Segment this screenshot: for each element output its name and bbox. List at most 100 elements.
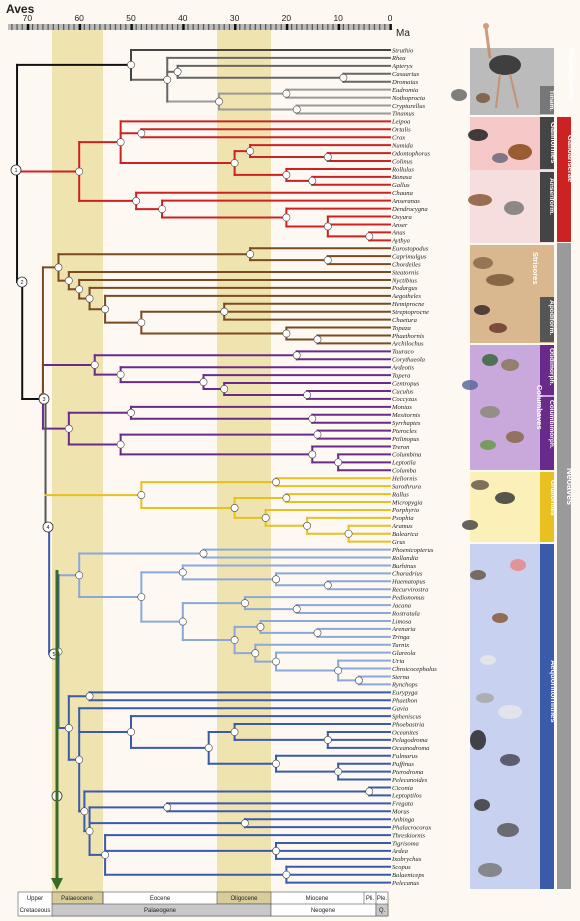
node-marker <box>323 256 332 265</box>
epoch-oligocene: Oligocene <box>230 896 258 902</box>
node-marker <box>64 424 73 433</box>
taxon-label: Anser <box>391 222 408 229</box>
taxon-label: Gavia <box>392 705 409 712</box>
node-marker <box>323 581 332 590</box>
epoch-pliocene: Pli. <box>366 896 375 902</box>
strisores-label: Strisores <box>531 252 540 285</box>
axis-tick-label: 50 <box>126 13 136 23</box>
taxon-label: Porphyrio <box>391 507 420 514</box>
node-marker <box>230 636 239 644</box>
taxon-label: Treron <box>392 444 410 451</box>
taxon-label: Turnix <box>392 642 409 649</box>
node-marker <box>116 440 125 449</box>
taxon-label: Centropus <box>392 380 420 387</box>
node-marker <box>178 617 187 626</box>
node-marker <box>64 724 73 732</box>
node-marker <box>272 847 280 855</box>
taxon-label: Rostratula <box>391 610 421 617</box>
node-marker <box>199 378 208 386</box>
taxon-label: Syrrhaptes <box>392 420 421 427</box>
node-marker <box>303 521 312 530</box>
taxon-label: Jacana <box>392 602 412 609</box>
taxon-label: Tigrisoma <box>392 840 419 847</box>
node-marker <box>204 743 213 752</box>
taxon-label: Pterodroma <box>391 769 424 776</box>
node-marker <box>308 450 317 459</box>
node-marker <box>163 803 172 812</box>
node-4: 4 <box>46 525 49 531</box>
columbimorph-label: Columbimorph. <box>548 400 555 449</box>
taxon-label: Aegotheles <box>391 293 421 300</box>
galloanserae-bar <box>557 117 571 242</box>
node-marker <box>272 657 280 666</box>
taxon-label: Mesitornis <box>391 412 421 419</box>
node-marker <box>220 385 229 393</box>
taxon-label: Gallus <box>392 182 410 189</box>
taxon-label: Numida <box>391 142 414 149</box>
node-marker <box>272 575 280 584</box>
taxon-label: Casuarius <box>392 71 420 78</box>
node-marker <box>334 458 343 467</box>
node-marker <box>137 318 146 327</box>
taxon-label: Aramus <box>391 523 413 530</box>
node-marker <box>64 276 73 285</box>
taxon-label: Chauna <box>392 190 414 197</box>
taxon-label: Anseranas <box>391 198 420 205</box>
taxon-label: Crax <box>392 135 405 142</box>
node-marker <box>230 504 239 512</box>
node-marker <box>80 807 89 816</box>
taxon-label: Rallus <box>391 491 409 498</box>
node-marker <box>313 335 322 344</box>
taxon-label: Eudromia <box>391 87 419 94</box>
taxon-label: Puffinus <box>391 761 414 768</box>
taxon-label: Glareola <box>392 650 416 657</box>
neoaves-bar <box>557 243 571 889</box>
taxon-label: Aythya <box>391 238 411 245</box>
node-2: 2 <box>20 280 23 286</box>
node-marker <box>355 676 363 685</box>
taxon-label: Anhinga <box>391 817 415 824</box>
node-marker <box>75 167 84 176</box>
node-marker <box>137 593 146 601</box>
node-marker <box>127 408 135 417</box>
epoch-palaeocene: Palaeocene <box>61 896 93 902</box>
otidimorph-label: Otidimorph. <box>548 348 555 386</box>
taxon-label: Pterocles <box>391 428 417 435</box>
node-marker <box>272 759 280 768</box>
anseriform-label: Anseriform. <box>548 178 555 215</box>
axis-tick-label: 0 <box>388 13 393 23</box>
taxon-label: Hemiprocne <box>391 301 424 308</box>
taxon-label: Ardea <box>391 848 409 855</box>
node-marker <box>54 263 63 272</box>
taxon-label: Scopus <box>392 864 411 871</box>
node-marker <box>101 850 109 859</box>
node-marker <box>220 307 229 316</box>
taxon-label: Arenaria <box>391 626 416 633</box>
node-marker <box>282 89 291 98</box>
taxon-label: Morus <box>391 809 410 816</box>
node-1: 1 <box>14 168 17 174</box>
node-marker <box>75 755 84 764</box>
bird-illustrations <box>451 23 532 877</box>
node-marker <box>246 147 255 156</box>
taxon-label: Rollulus <box>391 166 414 173</box>
node-marker <box>292 605 301 613</box>
node-marker <box>313 628 322 637</box>
period-palaeogene: Palaeogene <box>144 908 177 914</box>
palaeognathae-label: Palaeognathae <box>567 48 576 101</box>
node-marker <box>365 232 374 241</box>
node-marker <box>241 599 249 608</box>
node-marker <box>101 305 109 314</box>
node-marker <box>199 549 208 558</box>
node-marker <box>116 370 125 379</box>
axis-tick-label: 60 <box>74 13 84 23</box>
taxon-label: Charadrius <box>392 571 423 578</box>
node-marker <box>215 97 223 106</box>
node-marker <box>261 513 270 522</box>
taxon-label: Phoenicopterus <box>391 547 434 554</box>
taxon-label: Coccyzus <box>392 396 417 403</box>
epoch-miocene: Miocene <box>306 896 329 902</box>
taxon-label: Uria <box>392 658 405 665</box>
taxon-label: Threskiornis <box>392 832 426 839</box>
